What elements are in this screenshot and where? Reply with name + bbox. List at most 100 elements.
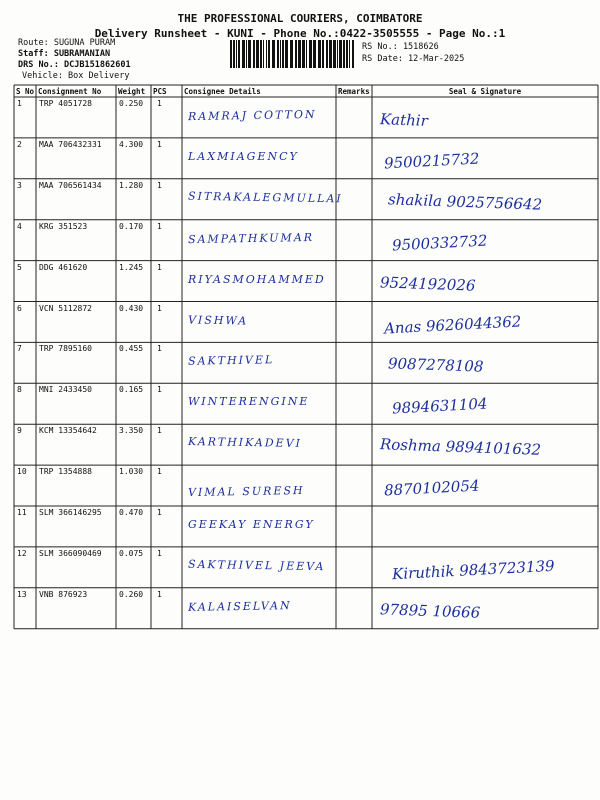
consignee-handwritten: SAMPATHKUMAR [187,230,315,246]
company-title: THE PROFESSIONAL COURIERS, COIMBATORE [177,12,423,25]
column-header: Remarks [338,87,370,96]
cell-consignment: TRP 4051728 [39,99,92,108]
cell-consignment: MAA 706432331 [39,139,102,149]
barcode-bar [272,40,275,68]
column-header: Consignment No [38,87,102,96]
barcode-bar [313,40,316,68]
cell-weight: 1.245 [119,262,144,272]
cell-sno: 10 [17,467,27,477]
barcode-bar [248,40,251,68]
cell-weight: 0.455 [119,344,144,354]
barcode-bar [329,40,332,68]
cell-sno: 4 [17,221,22,231]
cell-pcs: 1 [157,180,162,190]
staff: Staff: SUBRAMANIAN [18,49,111,59]
cell-pcs: 1 [157,548,162,558]
column-header: Consignee Details [184,87,261,96]
cell-pcs: 1 [157,589,162,599]
barcode-bar [277,40,279,68]
signature-handwritten: 97895 10666 [379,600,481,622]
cell-sno: 6 [17,303,22,313]
runsheet-subtitle: Delivery Runsheet - KUNI - Phone No.:042… [94,27,506,40]
barcode-bar [346,40,348,68]
signature-handwritten: 9524192026 [379,272,476,295]
barcode-bar [295,40,297,68]
cell-pcs: 1 [157,262,162,272]
consignee-handwritten: SITRAKALEGMULLAI [187,189,343,206]
cell-sno: 12 [17,548,27,558]
rs-date: RS Date: 12-Mar-2025 [362,54,465,64]
column-header: Seal & Signature [448,87,522,96]
barcode-bar [242,40,245,68]
barcode-bar [337,40,338,68]
cell-sno: 13 [17,589,27,599]
barcode-bar [266,40,267,68]
cell-weight: 1.030 [119,467,144,477]
cell-pcs: 1 [157,508,162,517]
cell-weight: 0.075 [119,548,144,558]
barcode-bar [285,40,288,68]
column-header: Weight [118,87,146,96]
cell-sno: 3 [17,180,22,190]
cell-pcs: 1 [157,221,162,231]
barcode-bar [322,40,324,68]
consignee-handwritten: SAKTHIVEL JEEVA [187,557,326,574]
consignee-handwritten: VIMAL SURESH [187,484,305,500]
consignee-handwritten: RIYASMOHAMMED [188,272,326,286]
cell-pcs: 1 [157,426,162,436]
cell-pcs: 1 [157,99,162,108]
signature-handwritten: 9087278108 [387,354,484,377]
cell-sno: 11 [17,508,27,517]
barcode-bar [263,40,264,68]
barcode [230,40,354,68]
column-header: S No [16,87,35,96]
cell-consignment: SLM 366090469 [39,548,102,558]
cell-consignment: SLM 366146295 [39,508,102,517]
barcode-bar [282,40,284,68]
consignee-handwritten: SAKTHIVEL [187,353,275,369]
barcode-bar [339,40,342,68]
cell-pcs: 1 [157,467,162,477]
barcode-bar [318,40,321,68]
barcode-bar [230,40,232,68]
cell-consignment: VNB 876923 [39,589,88,599]
barcode-bar [298,40,301,68]
cell-sno: 7 [17,344,22,354]
barcode-bar [302,40,305,68]
barcode-bar [309,40,312,68]
cell-weight: 0.165 [119,385,144,395]
cell-sno: 2 [17,139,22,149]
barcode-bar [343,40,345,68]
cell-sno: 8 [17,385,22,395]
barcode-bar [268,40,270,68]
column-header: PCS [153,87,167,96]
barcode-bar [290,40,293,68]
consignee-handwritten: WINTERENGINE [188,395,310,409]
cell-consignment: VCN 5112872 [39,303,92,313]
consignee-handwritten: KALAISELVAN [187,598,292,614]
cell-weight: 0.430 [119,303,144,313]
route: Route: SUGUNA PURAM [18,38,116,48]
barcode-bar [260,40,262,68]
cell-weight: 0.170 [119,221,144,231]
cell-consignment: TRP 1354888 [39,467,92,477]
cell-consignment: KRG 351523 [39,221,88,231]
cell-weight: 3.350 [119,426,144,436]
cell-weight: 4.300 [119,139,144,149]
barcode-bar [246,40,247,68]
cell-weight: 0.470 [119,508,144,517]
cell-pcs: 1 [157,303,162,313]
barcode-bar [233,40,235,68]
cell-sno: 5 [17,262,22,272]
consignee-handwritten: RAMRAJ COTTON [187,107,317,124]
signature-handwritten: Kathir [379,110,429,130]
cell-pcs: 1 [157,139,162,149]
cell-consignment: MAA 706561434 [39,180,102,190]
consignee-handwritten: KARTHIKADEVI [187,435,303,451]
cell-pcs: 1 [157,344,162,354]
barcode-bar [253,40,255,68]
consignee-handwritten: LAXMIAGENCY [188,149,299,163]
drs-no: DRS No.: DCJB151862601 [18,60,131,70]
cell-weight: 0.260 [119,589,144,599]
